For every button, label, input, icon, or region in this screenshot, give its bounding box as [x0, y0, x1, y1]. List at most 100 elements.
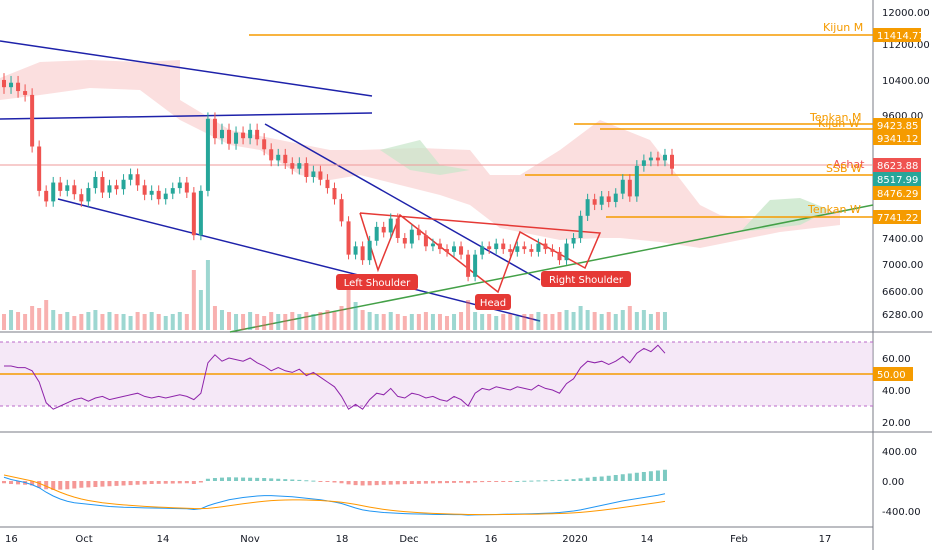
annotation-left-shoulder: Left Shoulder	[336, 274, 418, 290]
volume-bar	[388, 312, 393, 330]
trendline-lower	[57, 198, 541, 322]
x-tick: Dec	[399, 534, 418, 545]
macd-histogram-bar	[536, 480, 541, 482]
macd-pane	[2, 469, 667, 516]
price-tag-last: 8517.99	[877, 175, 918, 186]
annotation-head: Head	[475, 294, 511, 310]
candle-body	[205, 118, 210, 191]
candle-body	[318, 171, 323, 180]
y-tick: 11200.00	[882, 40, 930, 51]
y-tick: 7000.00	[882, 260, 923, 271]
macd-histogram-bar	[79, 481, 84, 488]
macd-histogram-bar	[128, 481, 133, 486]
rsi-axis: 60.00 50.00 40.00 20.00	[873, 354, 913, 429]
volume-bar	[529, 314, 534, 330]
candle-body	[269, 149, 274, 161]
candle-body	[142, 185, 147, 195]
volume-bar	[234, 314, 239, 330]
macd-histogram-bar	[51, 481, 56, 490]
candle-body	[234, 132, 239, 144]
volume-bar	[30, 306, 35, 330]
price-tag-kijun-m: 11414.77	[877, 31, 925, 42]
candle-body	[255, 129, 260, 140]
candle-body	[592, 199, 597, 205]
volume-bar	[346, 290, 351, 330]
candle-body	[16, 82, 21, 92]
candle-body	[135, 174, 140, 186]
macd-histogram-bar	[395, 481, 400, 485]
price-tag-bg	[873, 28, 921, 42]
volume-bar	[142, 314, 147, 330]
volume-bar	[339, 306, 344, 330]
macd-histogram-bar	[578, 478, 583, 481]
x-tick: 2020	[562, 534, 587, 545]
annotation-right-shoulder: Right Shoulder	[541, 271, 631, 287]
rsi-y-tick: 40.00	[882, 386, 911, 397]
y-tick: 6600.00	[882, 287, 923, 298]
macd-y-tick: 0.00	[882, 477, 904, 488]
candle-body	[571, 238, 576, 244]
volume-bar	[304, 312, 309, 330]
volume-bar	[381, 314, 386, 330]
volume-bar	[402, 316, 407, 330]
macd-histogram-bar	[219, 477, 224, 481]
volume-bar	[522, 314, 527, 330]
volume-bar	[212, 306, 217, 330]
volume-bar	[409, 314, 414, 330]
candle-body	[212, 118, 217, 139]
rsi-tag: 50.00	[877, 370, 906, 381]
rsi-pane	[4, 344, 666, 410]
candle-body	[262, 139, 267, 150]
macd-histogram-bar	[655, 470, 660, 481]
volume-bar	[297, 314, 302, 330]
time-axis: 16 Oct 14 Nov 18 Dec 16 2020 14 Feb 17	[5, 534, 831, 545]
candle-body	[452, 246, 457, 252]
candle-body	[550, 249, 555, 252]
macd-histogram-bar	[648, 471, 653, 481]
macd-histogram-bar	[318, 481, 323, 482]
volume-bar	[599, 314, 604, 330]
macd-axis: 400.00 0.00 -400.00	[882, 447, 921, 518]
price-tag-bg	[873, 186, 921, 200]
macd-histogram-bar	[494, 481, 499, 482]
volume-bar	[606, 312, 611, 330]
x-tick: Nov	[240, 534, 260, 545]
rsi-y-tick: 20.00	[882, 418, 911, 429]
candle-body	[409, 229, 414, 244]
macd-histogram-bar	[564, 479, 569, 481]
macd-histogram-bar	[184, 481, 189, 484]
macd-histogram-bar	[388, 481, 393, 485]
macd-histogram-bar	[423, 481, 428, 484]
volume-bar	[191, 270, 196, 330]
trendline-ascending	[229, 204, 874, 333]
x-tick: Oct	[75, 534, 92, 545]
candle-body	[634, 165, 639, 197]
macd-histogram-bar	[234, 477, 239, 481]
volume-bar	[121, 314, 126, 330]
candle-body	[23, 91, 28, 95]
candle-body	[381, 226, 386, 233]
candle-body	[128, 174, 133, 180]
volume-bar	[487, 314, 492, 330]
macd-histogram-bar	[2, 481, 6, 484]
volume-bar	[480, 314, 485, 330]
macd-histogram-bar	[37, 481, 42, 488]
macd-histogram-bar	[16, 481, 21, 485]
macd-histogram-bar	[585, 477, 590, 481]
candle-body	[304, 163, 309, 177]
candle-body	[79, 194, 84, 202]
volume-bar	[58, 314, 63, 330]
candle-body	[613, 193, 618, 202]
volume-bar	[227, 312, 232, 330]
volume-bar	[65, 312, 70, 330]
candle-body	[290, 163, 295, 169]
macd-histogram-bar	[86, 481, 91, 488]
ichimoku-cloud-bullish-2	[740, 198, 830, 232]
volume-bar	[325, 310, 330, 330]
level-label-tenkan-w: Tenkan W	[807, 203, 861, 216]
volume-bar	[205, 260, 210, 330]
volume-bar	[613, 314, 618, 330]
price-tag-bg	[873, 118, 921, 132]
level-label-kijun-m: Kijun M	[823, 21, 863, 34]
